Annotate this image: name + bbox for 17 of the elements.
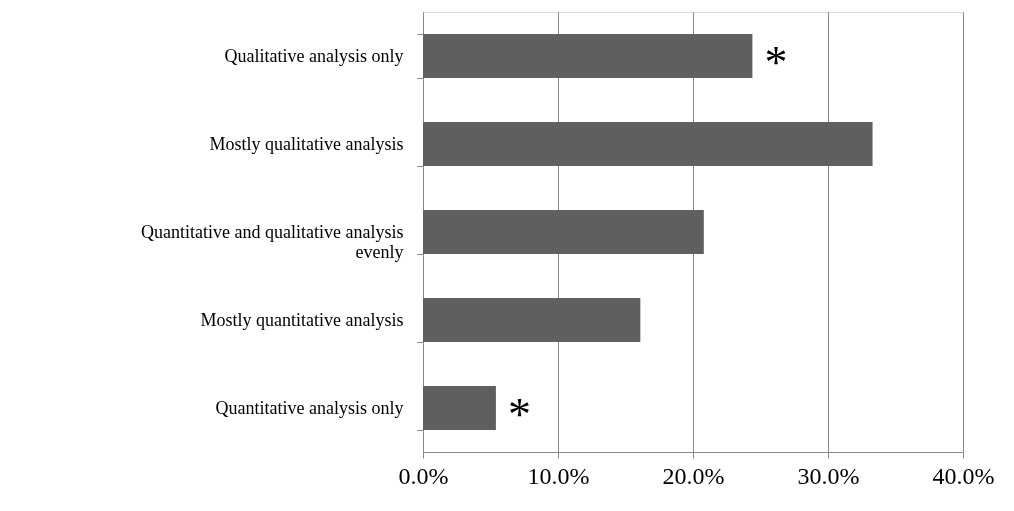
x-tick-label: 40.0% — [932, 462, 995, 489]
bar — [423, 122, 873, 166]
x-tick-label: 20.0% — [662, 462, 725, 489]
annotation: * — [507, 389, 531, 440]
bar — [423, 34, 753, 78]
x-tick-label: 0.0% — [398, 462, 449, 489]
x-tick-label: 30.0% — [797, 462, 860, 489]
y-tick-label: Mostly quantitative analysis — [200, 309, 404, 330]
y-tick-label: Quantitative and qualitative analysis evenly — [141, 221, 404, 262]
x-tick-label: 10.0% — [527, 462, 590, 489]
annotation: * — [764, 37, 788, 88]
bar — [423, 210, 704, 254]
y-tick-label: Qualitative analysis only — [224, 45, 404, 66]
y-tick-label: Quantitative analysis only — [215, 397, 404, 418]
bar — [423, 386, 496, 430]
y-tick-label: Mostly qualitative analysis — [209, 133, 404, 154]
bar — [423, 298, 641, 342]
